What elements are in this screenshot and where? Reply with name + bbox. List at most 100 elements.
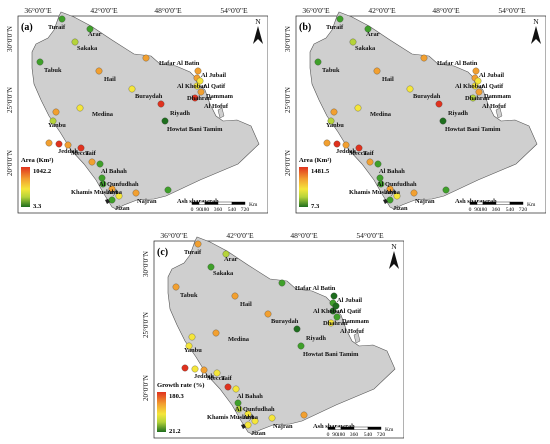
city-label: Hail	[382, 76, 394, 83]
scale-segment	[334, 426, 342, 430]
map-panel-c: 36°0'0"E 42°0'0"E 48°0'0"E 54°0'0"E 30°0'0"N…	[140, 229, 404, 439]
city-point	[64, 141, 72, 149]
city-point	[471, 82, 479, 90]
city-label: Al Khobar	[177, 83, 206, 90]
city-label: Arar	[88, 31, 102, 38]
city-point	[88, 158, 96, 166]
lat-label: 25°0'0"N	[284, 87, 292, 113]
peninsula-shape	[495, 107, 503, 119]
city-label: Hafar Al Batin	[437, 60, 478, 67]
scale-unit: Km	[385, 427, 394, 433]
city-label: Najran	[273, 423, 293, 430]
city-point	[194, 67, 202, 75]
city-label: Al Hofuf	[340, 328, 365, 335]
legend-title: Area (Km²)	[299, 157, 331, 164]
map-frame	[17, 15, 268, 214]
city-point	[336, 15, 344, 23]
city-point	[197, 88, 205, 96]
city-label: Khamis Mushayt	[349, 189, 397, 196]
lon-label: 48°0'0"E	[154, 6, 182, 15]
city-label: Buraydah	[135, 93, 163, 100]
city-label: Al Bahah	[237, 393, 263, 400]
city-label: Jizan	[115, 205, 130, 212]
city-point	[327, 319, 335, 327]
city-point	[355, 144, 363, 152]
scale-segment	[367, 426, 382, 430]
scale-segment	[469, 201, 478, 205]
city-point	[474, 77, 482, 85]
city-point	[142, 54, 150, 62]
city-label: Dhahran	[465, 95, 490, 102]
city-point	[327, 117, 335, 125]
city-point	[354, 104, 362, 112]
city-point	[278, 279, 286, 287]
city-point	[191, 365, 199, 373]
city-point	[293, 325, 301, 333]
city-label: Turaif	[184, 249, 202, 256]
city-label: Mecca	[349, 150, 368, 157]
city-label: Al Jubail	[479, 72, 504, 79]
city-point	[386, 185, 394, 193]
city-label: Howtat Bani Tamim	[303, 351, 359, 358]
city-point	[330, 292, 338, 300]
city-point	[128, 85, 136, 93]
city-label: Al Khobar	[313, 308, 342, 315]
north-label: N	[391, 242, 397, 251]
city-point	[251, 417, 259, 425]
city-label: Jizan	[251, 430, 266, 437]
city-point	[164, 186, 172, 194]
lon-label: 36°0'0"E	[24, 6, 52, 15]
legend-title: Area (Km²)	[21, 157, 53, 164]
city-label: Riyadh	[170, 110, 190, 117]
peninsula-shape	[217, 107, 225, 119]
city-label: Turaif	[326, 24, 344, 31]
city-label: Tabuk	[322, 67, 340, 74]
city-label: Tabuk	[180, 292, 198, 299]
city-label: Medina	[228, 336, 250, 343]
city-label: Jizan	[393, 205, 408, 212]
map-c: 36°0'0"E 42°0'0"E 48°0'0"E 54°0'0"E 30°0'0"N…	[142, 231, 404, 439]
city-point	[386, 196, 394, 204]
scale-tick: 720	[519, 207, 528, 213]
scale-segment	[204, 201, 219, 205]
city-label: Ash sharawrah	[313, 423, 355, 430]
city-label: Abha	[107, 189, 123, 196]
city-point	[439, 117, 447, 125]
scale-segment	[217, 201, 233, 205]
city-label: Arar	[224, 256, 238, 263]
scale-tick: 360	[492, 207, 501, 213]
city-label: Al Qatif	[203, 83, 226, 90]
lat-label: 20°0'0"N	[284, 150, 292, 176]
city-point	[191, 94, 199, 102]
city-point	[200, 366, 208, 374]
scale-tick: 180	[337, 432, 346, 438]
scale-tick: 180	[479, 207, 488, 213]
city-point	[157, 100, 165, 108]
city-point	[393, 192, 401, 200]
island-shape	[241, 424, 246, 429]
panel-label: (b)	[299, 22, 311, 33]
city-label: Khamis Mushayt	[71, 189, 119, 196]
lat-label: 30°0'0"N	[6, 26, 14, 52]
city-point	[349, 38, 357, 46]
city-point	[196, 77, 204, 85]
lat-label: 30°0'0"N	[142, 251, 150, 277]
island-shape	[383, 199, 388, 204]
city-point	[442, 186, 450, 194]
city-label: Dhahran	[187, 95, 212, 102]
legend-min: 3.3	[33, 203, 42, 210]
city-label: Buraydah	[271, 318, 299, 325]
city-label: Howtat Bani Tamim	[445, 126, 501, 133]
city-label: Jeddah	[336, 148, 356, 155]
scale-segment	[191, 201, 200, 205]
map-frame	[295, 15, 546, 214]
city-label: Najran	[415, 198, 435, 205]
scale-tick: 0	[191, 207, 194, 213]
scale-tick: 360	[350, 432, 359, 438]
legend-max: 1481.5	[311, 168, 330, 175]
city-point	[185, 342, 193, 350]
city-point	[71, 38, 79, 46]
city-label: Dhahran	[323, 320, 348, 327]
scale-segment	[495, 201, 511, 205]
city-point	[108, 196, 116, 204]
